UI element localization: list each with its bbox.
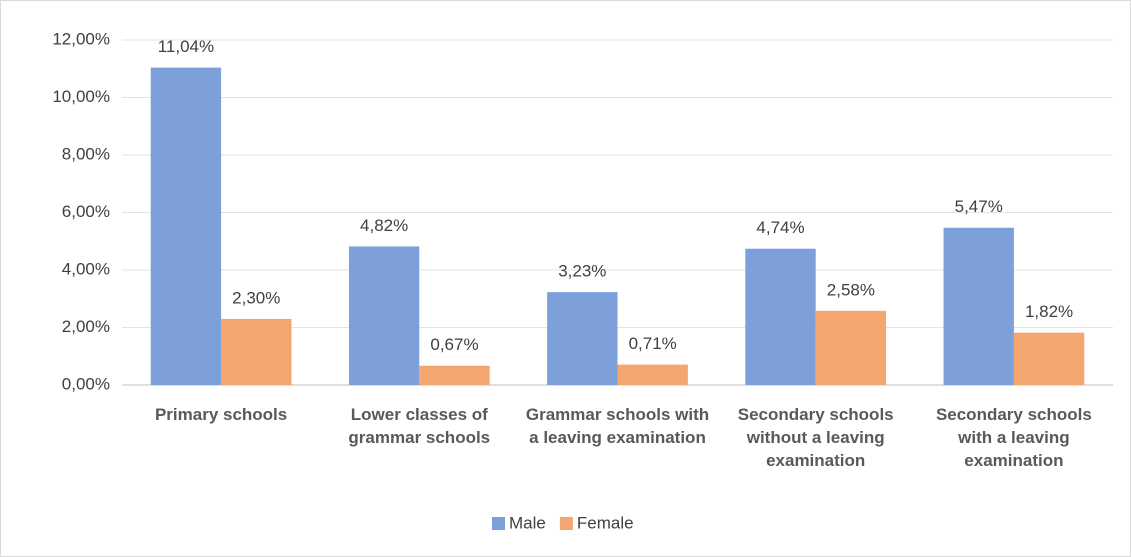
x-tick-label: Primary schools <box>154 405 288 424</box>
legend-label: Female <box>577 513 634 532</box>
bar <box>547 292 618 385</box>
bar <box>745 248 816 385</box>
y-tick-label: 0,00% <box>62 374 110 393</box>
data-label: 3,23% <box>558 262 606 281</box>
bar <box>419 365 490 385</box>
data-label: 2,58% <box>827 280 875 299</box>
x-tick-label: Lower classes of grammar schools <box>348 405 491 447</box>
bar <box>221 318 292 385</box>
data-label: 4,74% <box>756 218 804 237</box>
x-tick-label: Grammar schools with a leaving examinati… <box>525 405 710 447</box>
y-tick-label: 8,00% <box>62 144 110 163</box>
data-label: 2,30% <box>232 288 280 307</box>
data-label: 11,04% <box>158 37 214 56</box>
data-label: 0,67% <box>430 335 478 354</box>
x-tick-label: Secondary schools without a leaving exam… <box>737 405 894 470</box>
x-tick-label: Secondary schools with a leaving examina… <box>935 405 1092 470</box>
bar <box>1013 332 1085 385</box>
data-label: 0,71% <box>629 334 677 353</box>
data-label: 5,47% <box>955 197 1003 216</box>
bar <box>617 364 688 385</box>
bar <box>815 310 887 385</box>
legend-swatch <box>492 517 505 530</box>
y-tick-label: 12,00% <box>52 29 110 48</box>
y-tick-label: 2,00% <box>62 317 110 336</box>
y-tick-label: 10,00% <box>52 87 110 106</box>
bar <box>150 67 222 385</box>
bar <box>348 246 420 385</box>
legend-label: Male <box>509 513 546 532</box>
y-tick-label: 4,00% <box>62 259 110 278</box>
data-label: 1,82% <box>1025 302 1073 321</box>
legend-swatch <box>559 517 573 530</box>
y-tick-label: 6,00% <box>62 202 110 221</box>
bar <box>943 227 1014 385</box>
data-label: 4,82% <box>360 216 408 235</box>
